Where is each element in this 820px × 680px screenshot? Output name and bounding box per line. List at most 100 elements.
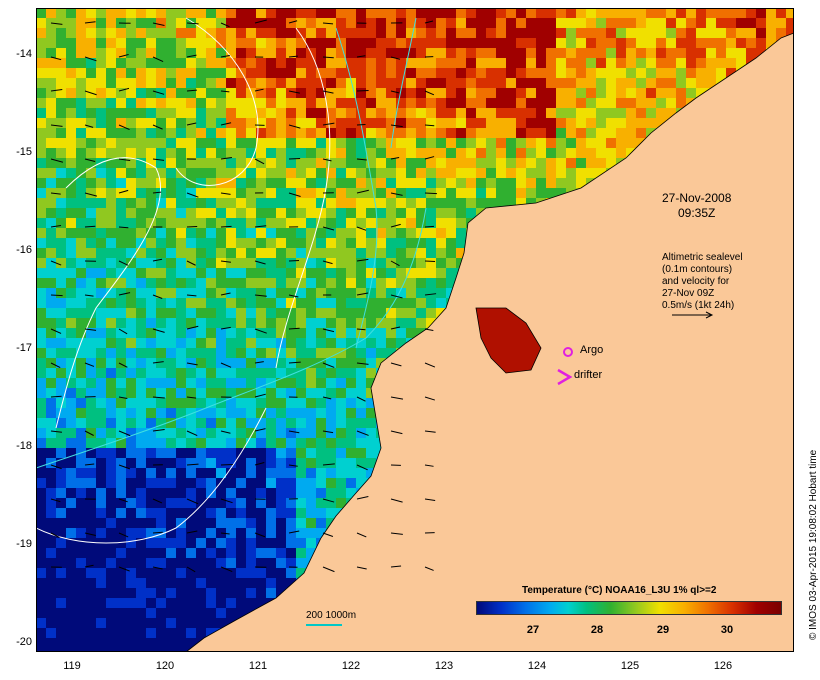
sst-cell <box>236 228 246 238</box>
sst-cell <box>96 278 106 288</box>
sst-cell <box>56 558 66 568</box>
sst-cell <box>386 328 396 338</box>
sst-cell <box>196 218 206 228</box>
sst-cell <box>66 358 76 368</box>
sst-cell <box>306 158 316 168</box>
sst-cell <box>36 108 46 118</box>
sst-cell <box>246 368 256 378</box>
sst-cell <box>226 518 236 528</box>
sst-cell <box>756 18 766 28</box>
sst-cell <box>56 38 66 48</box>
sst-cell <box>346 288 356 298</box>
sst-cell <box>426 218 436 228</box>
sst-cell <box>146 128 156 138</box>
sst-cell <box>186 78 196 88</box>
sst-cell <box>76 498 86 508</box>
sst-cell <box>236 78 246 88</box>
sst-cell <box>246 208 256 218</box>
sst-cell <box>206 578 216 588</box>
sst-cell <box>206 138 216 148</box>
sst-cell <box>376 278 386 288</box>
sst-cell <box>56 258 66 268</box>
sst-cell <box>386 298 396 308</box>
sst-cell <box>316 168 326 178</box>
sst-cell <box>476 98 486 108</box>
sst-cell <box>586 88 596 98</box>
sst-cell <box>546 168 556 178</box>
sst-cell <box>696 38 706 48</box>
sst-cell <box>326 38 336 48</box>
sst-cell <box>176 118 186 128</box>
sst-cell <box>316 488 326 498</box>
sst-cell <box>236 598 246 608</box>
sst-cell <box>486 18 496 28</box>
sst-cell <box>426 148 436 158</box>
sst-cell <box>556 48 566 58</box>
sst-cell <box>596 8 606 18</box>
sst-cell <box>246 258 256 268</box>
sst-cell <box>246 508 256 518</box>
sst-cell <box>296 478 306 488</box>
sst-cell <box>46 538 56 548</box>
sst-cell <box>416 68 426 78</box>
sst-cell <box>216 618 226 628</box>
sst-cell <box>536 138 546 148</box>
sst-cell <box>96 618 106 628</box>
sst-cell <box>236 418 246 428</box>
sst-cell <box>266 298 276 308</box>
sst-cell <box>346 358 356 368</box>
sst-cell <box>206 118 216 128</box>
sst-cell <box>316 308 326 318</box>
sst-cell <box>206 478 216 488</box>
sst-cell <box>766 8 776 18</box>
sst-cell <box>126 98 136 108</box>
sst-cell <box>116 298 126 308</box>
sst-cell <box>316 48 326 58</box>
sst-cell <box>556 128 566 138</box>
sst-cell <box>216 428 226 438</box>
sst-cell <box>136 38 146 48</box>
sst-cell <box>726 38 736 48</box>
sst-cell <box>76 78 86 88</box>
sst-cell <box>436 278 446 288</box>
sst-cell <box>186 148 196 158</box>
sst-cell <box>266 158 276 168</box>
sst-cell <box>616 78 626 88</box>
sst-cell <box>316 468 326 478</box>
sst-cell <box>226 578 236 588</box>
sst-cell <box>276 268 286 278</box>
sst-cell <box>366 318 376 328</box>
sst-cell <box>346 448 356 458</box>
sst-cell <box>426 178 436 188</box>
sst-cell <box>186 548 196 558</box>
sst-cell <box>86 48 96 58</box>
sst-cell <box>176 578 186 588</box>
sst-cell <box>776 18 786 28</box>
velocity-vector <box>424 90 435 96</box>
sst-cell <box>46 278 56 288</box>
sst-cell <box>436 28 446 38</box>
sst-cell <box>56 368 66 378</box>
sst-cell <box>546 38 556 48</box>
sst-cell <box>76 608 86 618</box>
sst-cell <box>46 568 56 578</box>
sst-cell <box>166 378 176 388</box>
velocity-vectors <box>50 19 437 573</box>
sst-cell <box>36 318 46 328</box>
sst-cell <box>276 178 286 188</box>
sst-cell <box>336 288 346 298</box>
sst-cell <box>246 188 256 198</box>
sst-cell <box>236 528 246 538</box>
sst-cell <box>706 48 716 58</box>
sst-cell <box>246 378 256 388</box>
velocity-vector <box>152 22 165 26</box>
velocity-vector <box>220 22 230 28</box>
sst-cell <box>726 68 736 78</box>
sst-cell <box>196 558 206 568</box>
sst-cell <box>396 68 406 78</box>
sst-cell <box>316 388 326 398</box>
sst-cell <box>416 168 426 178</box>
sst-cell <box>156 428 166 438</box>
sst-cell <box>46 158 56 168</box>
sst-cell <box>206 398 216 408</box>
